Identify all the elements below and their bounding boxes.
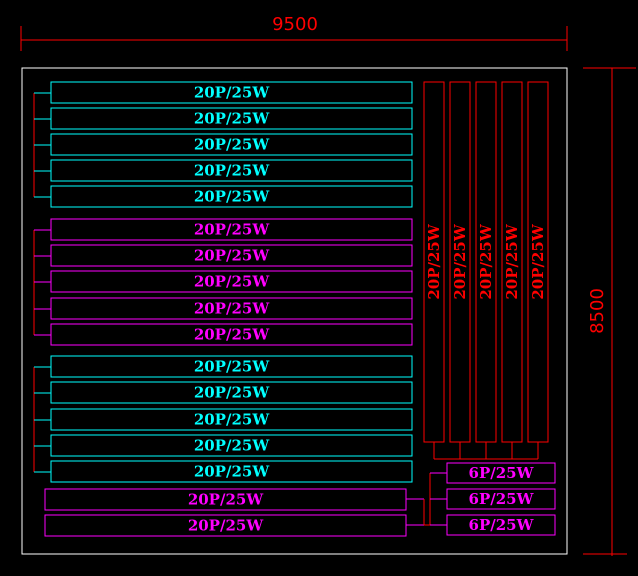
fixture-box: 20P/25W	[50, 297, 413, 320]
small-fixture-box-label: 6P/25W	[469, 464, 535, 482]
small-fixture-box-outline	[446, 462, 556, 484]
fixture-box-label: 20P/25W	[194, 273, 271, 291]
bottom-fixture-box-label: 20P/25W	[188, 491, 265, 509]
fixture-box-label: 20P/25W	[194, 384, 271, 402]
fixture-box-outline	[50, 270, 413, 293]
fixture-box-outline	[50, 381, 413, 404]
fixture-box-label: 20P/25W	[194, 463, 271, 481]
fixture-box-outline	[50, 107, 413, 130]
height-dimension-label: 8500	[587, 288, 608, 334]
small-fixture-box: 6P/25W	[446, 462, 556, 484]
width-dimension: 9500	[20, 14, 568, 51]
fixture-box: 20P/25W	[50, 133, 413, 156]
small-fixture-box-label: 6P/25W	[469, 490, 535, 508]
fixture-box: 20P/25W	[50, 408, 413, 431]
bottom-fixture-box: 20P/25W	[44, 488, 407, 511]
fixture-box-outline	[50, 297, 413, 320]
fixture-box-outline	[50, 408, 413, 431]
small-fixture-box: 6P/25W	[446, 488, 556, 510]
room-outline	[21, 67, 568, 555]
fixture-box-outline	[50, 81, 413, 104]
vertical-fixture-label: 20P/25W	[477, 223, 495, 300]
vertical-fixture: 20P/25W	[423, 81, 445, 443]
vertical-fixture-label: 20P/25W	[425, 223, 443, 300]
fixture-box-label: 20P/25W	[194, 300, 271, 318]
fixture-box-outline	[50, 133, 413, 156]
fixture-box-label: 20P/25W	[194, 358, 271, 376]
vertical-fixture-label: 20P/25W	[451, 223, 469, 300]
vertical-fixture: 20P/25W	[449, 81, 471, 443]
fixture-box-label: 20P/25W	[194, 162, 271, 180]
fixture-box: 20P/25W	[50, 218, 413, 241]
fixture-box-label: 20P/25W	[194, 136, 271, 154]
width-dimension-label: 9500	[272, 14, 318, 35]
fixture-box: 20P/25W	[50, 434, 413, 457]
fixture-box: 20P/25W	[50, 355, 413, 378]
fixture-box-outline	[50, 185, 413, 208]
fixture-box: 20P/25W	[50, 81, 413, 104]
small-fixture-box-outline	[446, 488, 556, 510]
vertical-fixture-label: 20P/25W	[529, 223, 547, 300]
fixture-box-outline	[50, 355, 413, 378]
fixture-box-label: 20P/25W	[194, 188, 271, 206]
fixture-box: 20P/25W	[50, 323, 413, 346]
fixture-box: 20P/25W	[50, 460, 413, 483]
fixture-box: 20P/25W	[50, 270, 413, 293]
fixture-box-outline	[50, 159, 413, 182]
fixture-box-outline	[50, 244, 413, 267]
fixture-box-label: 20P/25W	[194, 84, 271, 102]
bottom-fixture-box-label: 20P/25W	[188, 517, 265, 535]
fixture-box-outline	[50, 323, 413, 346]
fixture-box-outline	[50, 218, 413, 241]
fixture-box-label: 20P/25W	[194, 247, 271, 265]
small-fixture-box-label: 6P/25W	[469, 516, 535, 534]
fixture-box-label: 20P/25W	[194, 437, 271, 455]
vertical-fixture: 20P/25W	[527, 81, 549, 443]
fixture-box-label: 20P/25W	[194, 326, 271, 344]
fixture-box: 20P/25W	[50, 159, 413, 182]
bottom-fixture-box: 20P/25W	[44, 514, 407, 537]
fixture-box-outline	[50, 434, 413, 457]
fixture-box: 20P/25W	[50, 244, 413, 267]
fixture-box: 20P/25W	[50, 381, 413, 404]
small-fixture-box: 6P/25W	[446, 514, 556, 536]
fixture-box-outline	[50, 460, 413, 483]
vertical-fixture-label: 20P/25W	[503, 223, 521, 300]
vertical-fixture: 20P/25W	[501, 81, 523, 443]
fixture-box: 20P/25W	[50, 107, 413, 130]
height-dimension: 8500	[583, 67, 636, 556]
small-fixture-box-outline	[446, 514, 556, 536]
fixture-box: 20P/25W	[50, 185, 413, 208]
fixture-box-label: 20P/25W	[194, 411, 271, 429]
fixture-box-label: 20P/25W	[194, 221, 271, 239]
fixture-box-label: 20P/25W	[194, 110, 271, 128]
vertical-fixture: 20P/25W	[475, 81, 497, 443]
